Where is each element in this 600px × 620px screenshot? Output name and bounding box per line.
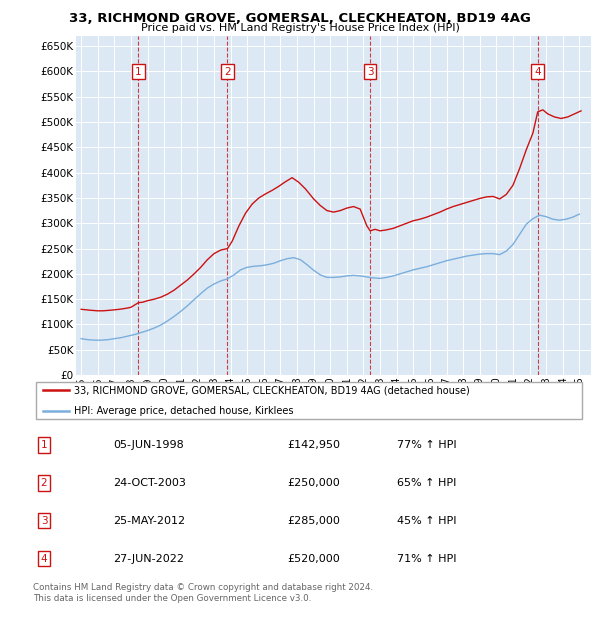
Text: 45% ↑ HPI: 45% ↑ HPI bbox=[397, 516, 457, 526]
Text: 65% ↑ HPI: 65% ↑ HPI bbox=[397, 478, 457, 488]
Text: 4: 4 bbox=[41, 554, 47, 564]
Text: Contains HM Land Registry data © Crown copyright and database right 2024.: Contains HM Land Registry data © Crown c… bbox=[33, 583, 373, 592]
FancyBboxPatch shape bbox=[36, 381, 582, 420]
Text: £250,000: £250,000 bbox=[287, 478, 340, 488]
Text: 27-JUN-2022: 27-JUN-2022 bbox=[113, 554, 184, 564]
Text: Price paid vs. HM Land Registry's House Price Index (HPI): Price paid vs. HM Land Registry's House … bbox=[140, 23, 460, 33]
Text: 71% ↑ HPI: 71% ↑ HPI bbox=[397, 554, 457, 564]
Text: HPI: Average price, detached house, Kirklees: HPI: Average price, detached house, Kirk… bbox=[74, 405, 294, 415]
Text: 2: 2 bbox=[41, 478, 47, 488]
Text: £142,950: £142,950 bbox=[287, 440, 340, 450]
Text: 33, RICHMOND GROVE, GOMERSAL, CLECKHEATON, BD19 4AG (detached house): 33, RICHMOND GROVE, GOMERSAL, CLECKHEATO… bbox=[74, 386, 470, 396]
Text: This data is licensed under the Open Government Licence v3.0.: This data is licensed under the Open Gov… bbox=[33, 594, 311, 603]
Text: 25-MAY-2012: 25-MAY-2012 bbox=[113, 516, 185, 526]
Text: 1: 1 bbox=[41, 440, 47, 450]
Text: 05-JUN-1998: 05-JUN-1998 bbox=[113, 440, 184, 450]
Text: 4: 4 bbox=[535, 66, 541, 76]
Text: £285,000: £285,000 bbox=[287, 516, 340, 526]
Text: 3: 3 bbox=[367, 66, 373, 76]
Text: 33, RICHMOND GROVE, GOMERSAL, CLECKHEATON, BD19 4AG: 33, RICHMOND GROVE, GOMERSAL, CLECKHEATO… bbox=[69, 12, 531, 25]
Text: 2: 2 bbox=[224, 66, 231, 76]
Text: £520,000: £520,000 bbox=[287, 554, 340, 564]
Text: 1: 1 bbox=[135, 66, 142, 76]
Text: 24-OCT-2003: 24-OCT-2003 bbox=[113, 478, 186, 488]
Text: 77% ↑ HPI: 77% ↑ HPI bbox=[397, 440, 457, 450]
Text: 3: 3 bbox=[41, 516, 47, 526]
